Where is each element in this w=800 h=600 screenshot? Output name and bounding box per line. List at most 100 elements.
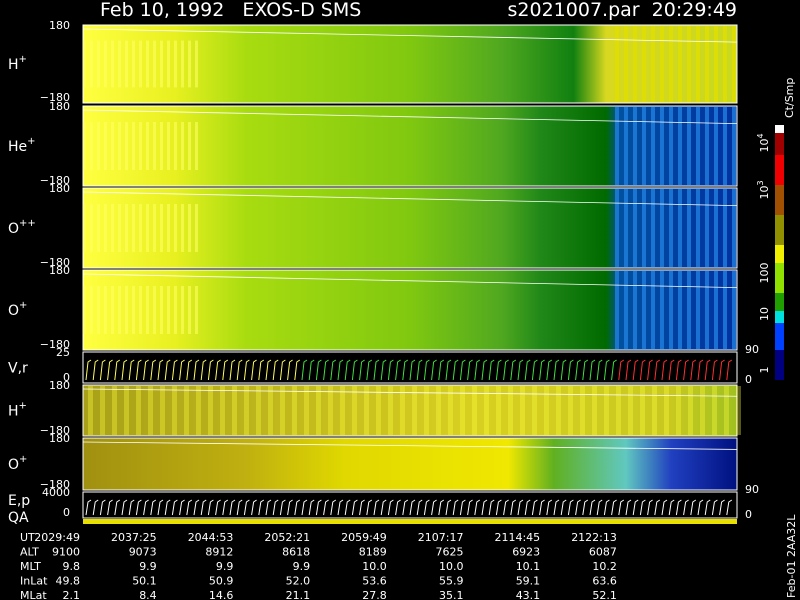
spectrogram-stripe	[678, 189, 682, 267]
trace-tick	[639, 499, 646, 516]
spectrogram-stripe	[628, 386, 633, 435]
trace-tick	[351, 359, 358, 381]
trace-tick	[359, 359, 365, 381]
axis-right-bottom-label: 0	[745, 373, 752, 386]
trace-tick	[380, 499, 387, 516]
axis-top-label: 180	[49, 182, 70, 195]
spectrogram-stripe	[676, 386, 681, 435]
trace-tick	[553, 499, 560, 516]
spectrogram-stripe	[181, 40, 184, 88]
trace-tick	[654, 359, 661, 381]
spectrogram-stripe	[97, 122, 100, 170]
spectrogram-stripe	[184, 386, 189, 435]
spectrogram-stripe	[436, 386, 441, 435]
trace-tick	[474, 359, 481, 381]
trace-tick	[459, 359, 466, 381]
panel-label-name: He	[8, 139, 27, 155]
trace-tick	[531, 499, 538, 516]
trace-tick	[567, 499, 574, 516]
spectrogram-stripe	[160, 386, 165, 435]
spectrogram-stripe	[90, 40, 93, 88]
trace-tick	[488, 359, 495, 381]
trace-tick	[92, 499, 99, 516]
spectrogram-stripe	[376, 386, 381, 435]
trace-tick	[431, 359, 437, 381]
spectrogram-stripe	[669, 26, 673, 102]
trace-tick	[704, 359, 711, 381]
trace-tick	[135, 359, 142, 381]
trace-tick	[279, 499, 286, 516]
trace-tick	[294, 359, 301, 381]
trace-tick	[488, 499, 495, 516]
trace-tick	[546, 499, 553, 516]
trace-tick	[416, 359, 423, 381]
panel-label-name: O	[8, 303, 19, 319]
axis-bottom-label: −180	[40, 256, 70, 269]
trace-tick	[171, 359, 178, 381]
spectrogram-stripe	[111, 286, 114, 334]
trace-tick	[647, 499, 653, 516]
axis-top-label: 180	[49, 100, 70, 113]
ephemeris-value: 35.1	[439, 589, 464, 600]
spectrogram-stripe	[633, 189, 637, 267]
trace-tick	[107, 359, 113, 381]
spectrogram-stripe	[83, 40, 86, 88]
axis-top-label: 180	[49, 432, 70, 445]
spectrogram-stripe	[642, 271, 646, 349]
trace-tick	[495, 359, 502, 381]
spectrogram-stripe	[174, 204, 177, 252]
trace-tick	[243, 499, 250, 516]
trace-tick	[697, 359, 704, 381]
trace-tick	[215, 499, 221, 516]
spectrogram-stripe	[118, 204, 121, 252]
trace-tick	[128, 359, 135, 381]
spectrogram-stripe	[732, 107, 736, 185]
header-title: Feb 10, 1992 EXOS-D SMS	[100, 0, 361, 21]
trace-tick	[668, 499, 675, 516]
spectrogram-stripe	[104, 286, 107, 334]
spectrogram-stripe	[136, 386, 141, 435]
trace-tick	[452, 359, 459, 381]
trace-tick	[243, 359, 250, 381]
trace-tick	[207, 359, 214, 381]
spectrogram-stripe	[624, 271, 628, 349]
spectrogram-stripe	[496, 386, 501, 435]
trace-tick	[661, 359, 668, 381]
trace-tick	[265, 499, 272, 516]
panel-label: QA	[8, 510, 29, 526]
spectrogram-stripe	[232, 386, 237, 435]
trace-tick	[150, 499, 157, 516]
trace-tick	[459, 499, 466, 516]
trace-tick	[661, 499, 668, 516]
spectrogram-stripe	[97, 40, 100, 88]
spectrogram-stripe	[660, 26, 664, 102]
footer-code: Feb-01 2AA32L	[785, 514, 798, 598]
panel-label: E,p	[8, 493, 30, 509]
trace-tick	[164, 499, 171, 516]
axis-right-bottom-label: 0	[745, 508, 752, 521]
spectrogram-stripe	[125, 40, 128, 88]
qa-strip	[83, 519, 737, 524]
axis-bottom-label: −180	[40, 478, 70, 491]
ephemeris-value: 14.6	[209, 589, 234, 600]
trace-tick	[366, 499, 373, 516]
trace-tick	[690, 359, 697, 381]
spectrogram-stripe	[97, 286, 100, 334]
trace-tick	[308, 499, 315, 516]
panel-label-charge: +	[19, 54, 27, 65]
spectrogram-stripe	[660, 271, 664, 349]
trace-tick	[251, 499, 257, 516]
spectrogram-stripe	[580, 386, 585, 435]
trace-tick	[567, 359, 574, 381]
spectrogram-stripe	[640, 386, 645, 435]
ephemeris-value: 10.0	[439, 560, 464, 573]
spectrogram-stripe	[244, 386, 249, 435]
spectrogram-stripe	[139, 122, 142, 170]
trace-tick	[114, 359, 121, 381]
ephemeris-name: InLat	[20, 575, 48, 588]
trace-tick	[222, 359, 229, 381]
ephemeris-value: 6087	[589, 546, 617, 559]
colorbar-label-exp: 4	[756, 133, 765, 138]
trace-tick	[423, 499, 430, 516]
ephemeris-value: 49.8	[56, 575, 81, 588]
